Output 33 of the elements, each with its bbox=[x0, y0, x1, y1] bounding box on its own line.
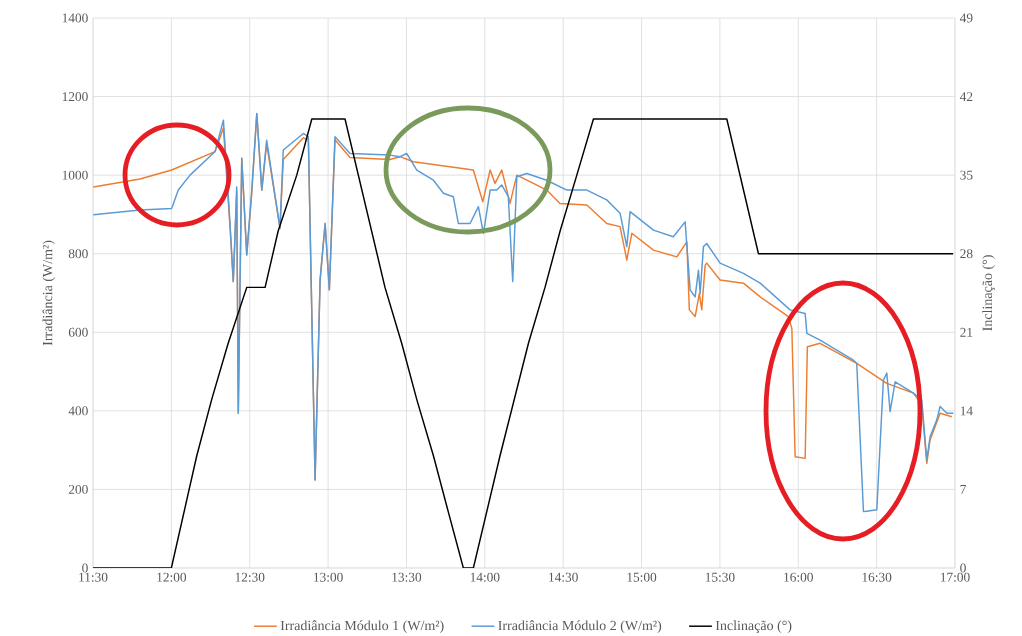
x-tick-label: 16:00 bbox=[784, 572, 813, 582]
x-tick-label: 16:30 bbox=[862, 572, 892, 582]
y-tick-label: 600 bbox=[68, 327, 88, 337]
y-tick-label: 1200 bbox=[62, 92, 88, 102]
x-tick-label: 12:00 bbox=[157, 572, 187, 582]
y-tick-label: 200 bbox=[68, 484, 88, 494]
x-tick-label: 15:00 bbox=[627, 572, 657, 582]
x-tick-label: 12:30 bbox=[235, 572, 265, 582]
y2-tick-label: 0 bbox=[960, 563, 966, 573]
x-tick-label: 15:30 bbox=[705, 572, 735, 582]
y2-tick-label: 7 bbox=[960, 485, 966, 494]
y2-tick-label: 21 bbox=[960, 327, 973, 337]
x-tick-label: 14:30 bbox=[549, 572, 578, 582]
x-tick-label: 13:30 bbox=[392, 572, 422, 582]
y-tick-label: 400 bbox=[68, 406, 88, 416]
y-tick-label: 0 bbox=[82, 563, 88, 573]
y2-tick-label: 42 bbox=[959, 92, 973, 101]
x-tick-label: 13:00 bbox=[314, 572, 343, 582]
legend-label: Inclinação (°) bbox=[715, 620, 792, 634]
legend-label: Irradiância Módulo 1 (W/m²) bbox=[280, 620, 444, 634]
x-tick-label: 17:00 bbox=[940, 572, 970, 582]
y-tick-label: 1400 bbox=[62, 13, 88, 23]
y2-tick-label: 28 bbox=[960, 249, 973, 259]
y-axis-title: Irradiância (W/m²) bbox=[42, 240, 56, 346]
y2-tick-label: 14 bbox=[960, 406, 973, 416]
legend-label: Irradiância Módulo 2 (W/m²) bbox=[498, 620, 662, 634]
y2-axis-title: Inclinação (°) bbox=[982, 255, 995, 331]
x-tick-label: 11:30 bbox=[79, 572, 108, 582]
x-tick-label: 14:00 bbox=[470, 572, 500, 582]
y2-tick-label: 35 bbox=[960, 170, 973, 180]
y2-tick-label: 49 bbox=[959, 13, 973, 23]
y-tick-label: 800 bbox=[68, 249, 88, 259]
y-tick-label: 1000 bbox=[62, 170, 88, 180]
